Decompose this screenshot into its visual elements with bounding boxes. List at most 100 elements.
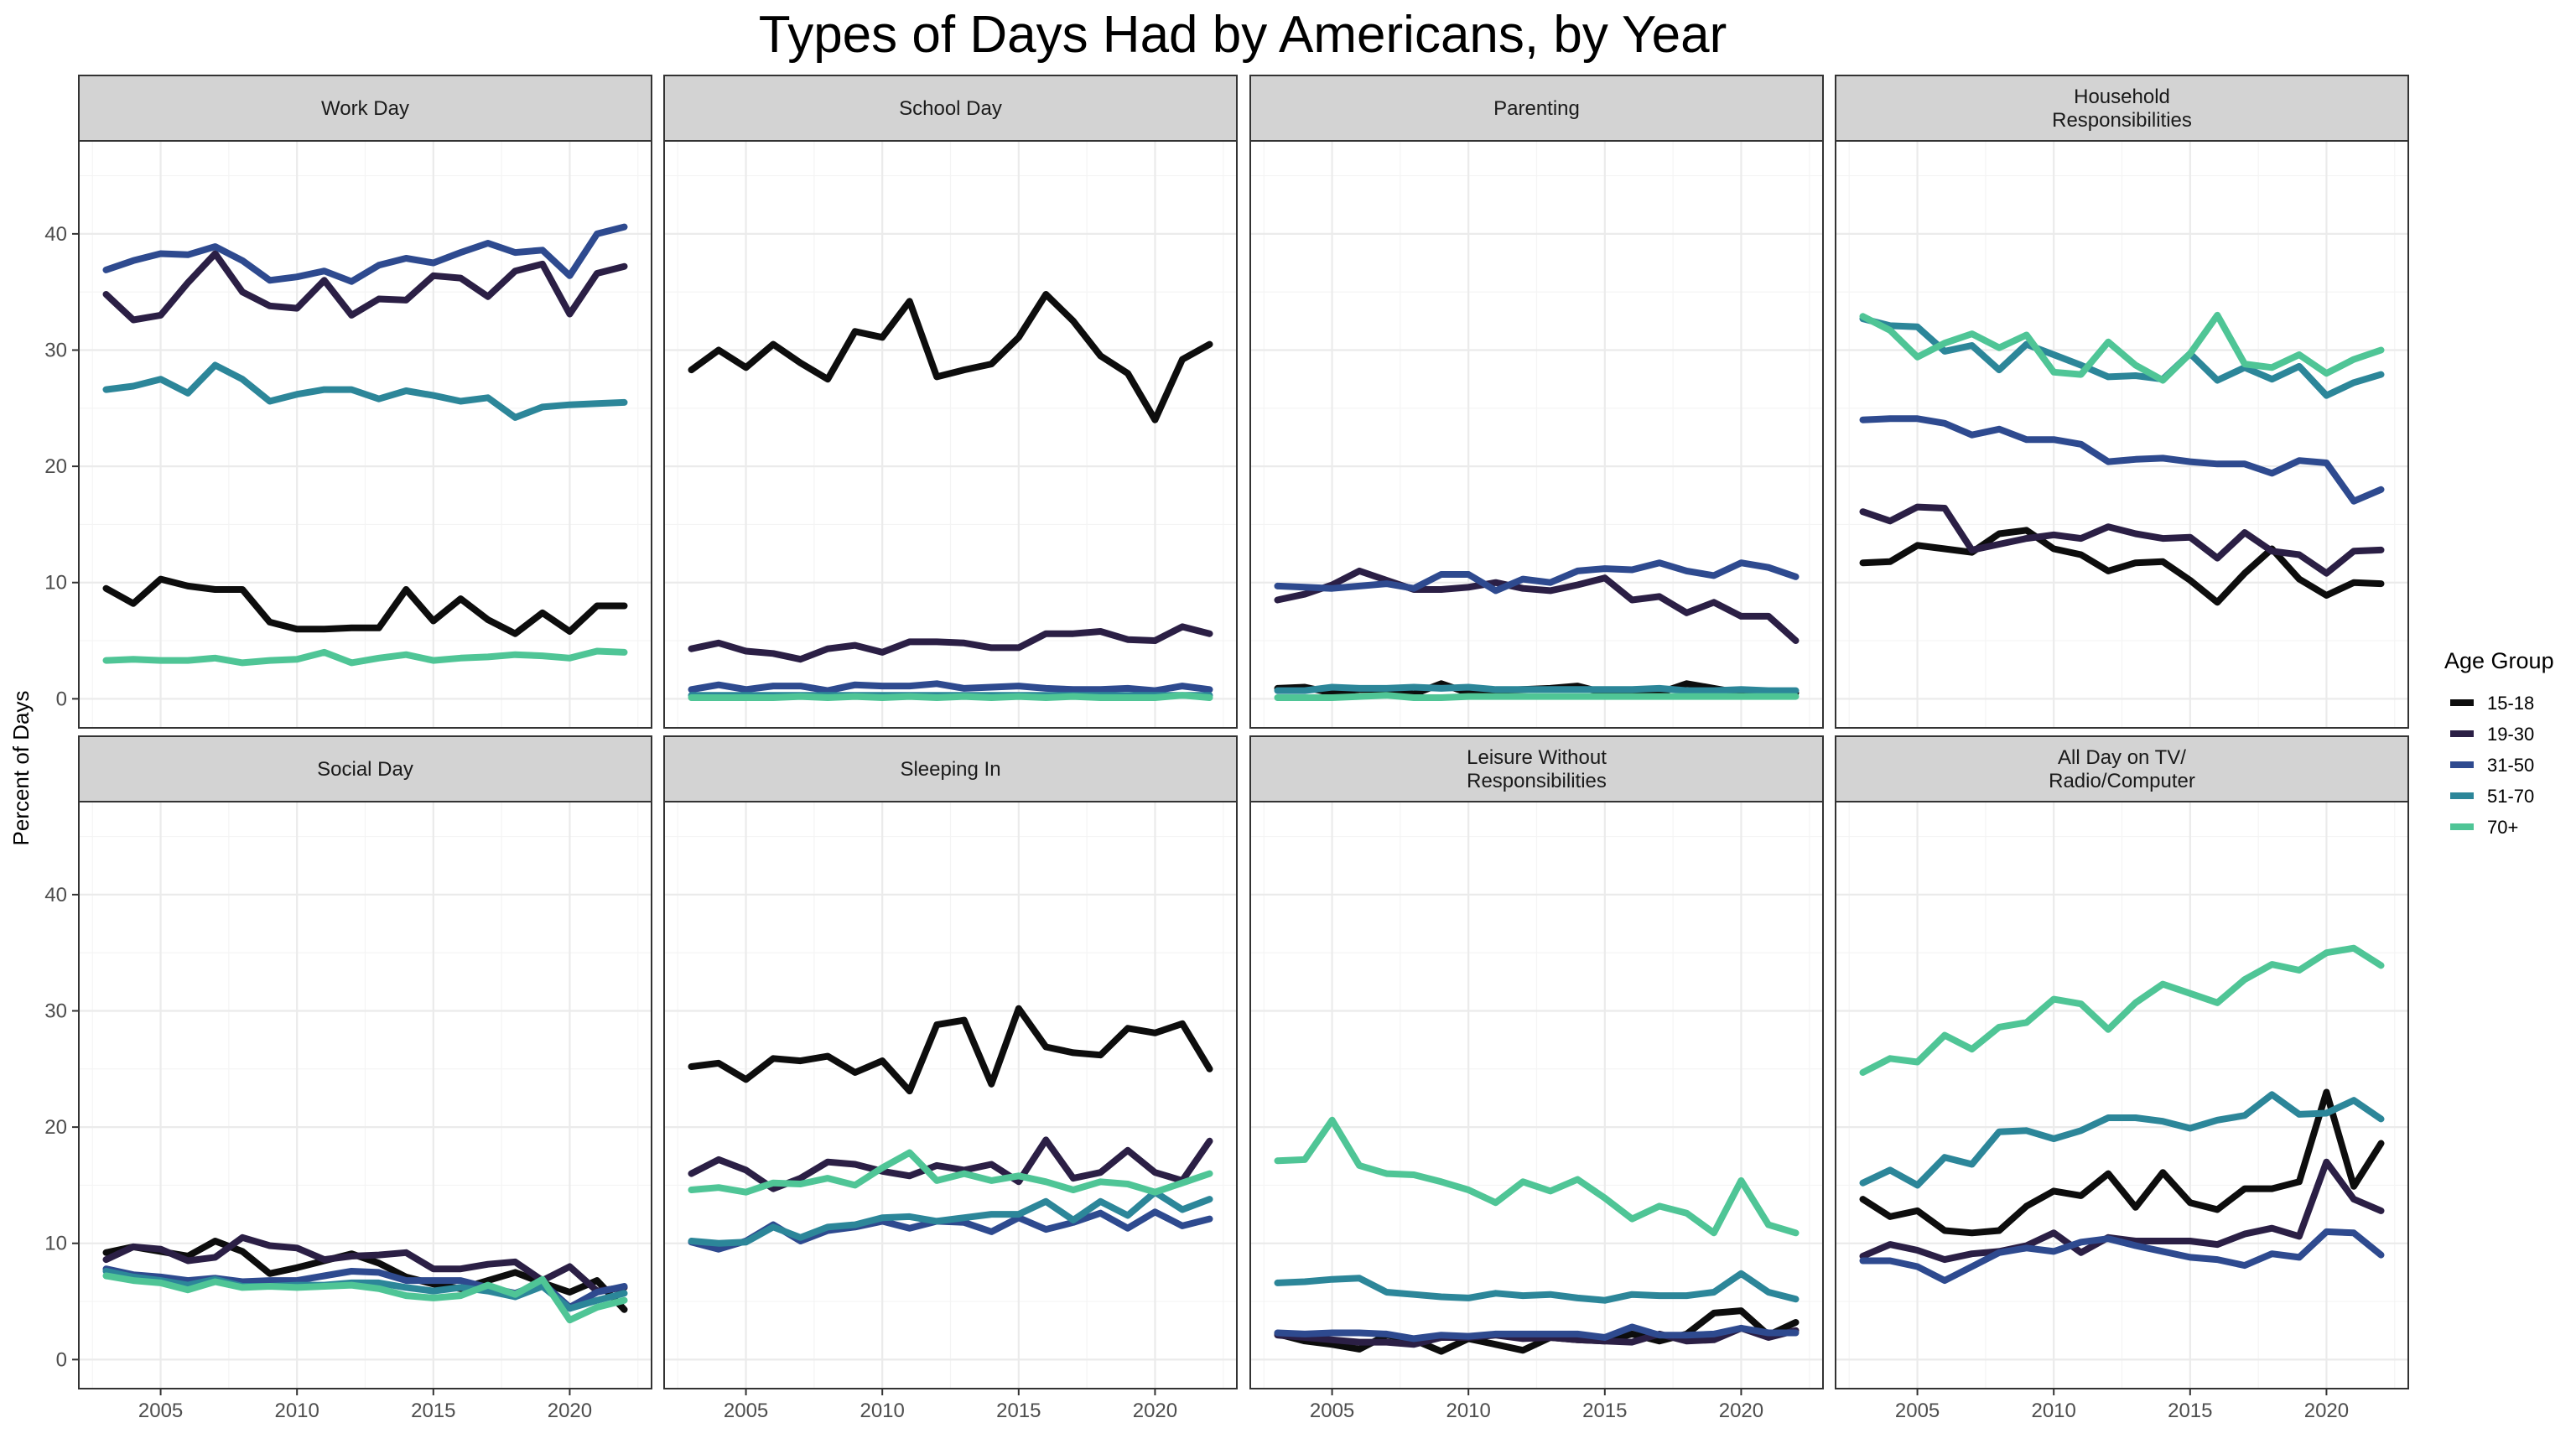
series-line-15-18 xyxy=(1274,1307,1800,1355)
panel-border xyxy=(1835,140,2409,729)
facet-panel: Household Responsibilities xyxy=(1835,75,2409,729)
facet-title: All Day on TV/Radio/Computer xyxy=(2049,746,2195,792)
series-line-70+ xyxy=(688,1149,1213,1196)
y-tick-label: 40 xyxy=(44,884,67,906)
panel-border xyxy=(663,801,1238,1389)
x-tick-label: 2015 xyxy=(1582,1400,1627,1422)
x-tick-label: 2010 xyxy=(274,1400,319,1422)
series-line-51-70 xyxy=(102,1268,628,1312)
x-tick-label: 2005 xyxy=(1310,1400,1354,1422)
facet-strip xyxy=(1835,75,2409,142)
facet-strip xyxy=(78,735,652,802)
legend-label: 31-50 xyxy=(2487,755,2534,776)
series-line-31-50 xyxy=(102,223,628,285)
facet-title: Work Day xyxy=(321,97,409,120)
facet-panels: Work Day 0 10 20 30 40 School Day Parenting Hous… xyxy=(44,75,2409,1422)
legend: Age Group 15-18 19-30 31-50 51-70 70+ xyxy=(2444,648,2554,838)
series-line-70+ xyxy=(102,1272,628,1324)
series-line-51-70 xyxy=(1859,315,2385,399)
series-line-70+ xyxy=(1274,1116,1800,1237)
series-line-51-70 xyxy=(1274,683,1800,694)
series-line-19-30 xyxy=(102,250,628,324)
facet-panel: Parenting xyxy=(1249,75,1824,729)
x-tick-label: 2020 xyxy=(1133,1400,1177,1422)
legend-title: Age Group xyxy=(2444,648,2554,673)
series-line-15-18 xyxy=(688,1005,1213,1095)
panel-border xyxy=(78,140,652,729)
facet-panel: Leisure Without Responsibilities 2005 2010 2… xyxy=(1249,735,1824,1422)
series-line-31-50 xyxy=(1274,559,1800,595)
facet-strip xyxy=(78,75,652,142)
series-line-19-30 xyxy=(1274,567,1800,644)
x-tick-label: 2015 xyxy=(996,1400,1041,1422)
series-line-31-50 xyxy=(1859,415,2385,505)
series-line-19-30 xyxy=(688,623,1213,663)
facet-title: Leisure Without Responsibilities xyxy=(1467,746,1607,792)
legend-label: 70+ xyxy=(2487,817,2518,838)
x-tick-label: 2020 xyxy=(1719,1400,1763,1422)
panel-border xyxy=(1249,140,1824,729)
panel-border xyxy=(78,801,652,1389)
facet-title: Household Responsibilities xyxy=(2052,86,2192,132)
series-line-70+ xyxy=(1274,692,1800,701)
facet-panel: Work Day 0 10 20 30 40 xyxy=(44,75,652,729)
facet-strip xyxy=(1249,75,1824,142)
series-line-19-30 xyxy=(102,1233,628,1295)
y-tick-label: 0 xyxy=(56,688,67,710)
facet-panel: All Day on TV/Radio/Computer 2005 2010 2015… xyxy=(1835,735,2409,1422)
panel-border xyxy=(1835,801,2409,1389)
facet-title: School Day xyxy=(899,97,1002,120)
y-tick-label: 10 xyxy=(44,572,67,595)
x-tick-label: 2010 xyxy=(1446,1400,1490,1422)
series-line-15-18 xyxy=(102,575,628,637)
facet-title: Sleeping In xyxy=(900,758,1000,781)
legend-label: 19-30 xyxy=(2487,724,2534,745)
series-line-51-70 xyxy=(1859,1091,2385,1189)
panel-border xyxy=(663,140,1238,729)
x-tick-label: 2005 xyxy=(138,1400,183,1422)
facet-strip xyxy=(663,735,1238,802)
y-tick-label: 30 xyxy=(44,340,67,362)
series-line-15-18 xyxy=(1859,527,2385,606)
x-tick-label: 2015 xyxy=(2168,1400,2212,1422)
facet-panel: Social Day 0 10 20 30 40 2005 2010 2015 2020 xyxy=(44,735,652,1422)
y-tick-label: 10 xyxy=(44,1233,67,1255)
y-axis-title: Percent of Days xyxy=(8,691,34,846)
x-tick-label: 2020 xyxy=(548,1400,592,1422)
x-tick-label: 2010 xyxy=(2031,1400,2075,1422)
facet-strip xyxy=(1249,735,1824,802)
panel-border xyxy=(1249,801,1824,1389)
y-tick-label: 30 xyxy=(44,1000,67,1023)
legend-label: 15-18 xyxy=(2487,693,2534,714)
series-line-31-50 xyxy=(688,680,1213,694)
y-tick-label: 40 xyxy=(44,223,67,246)
y-tick-label: 20 xyxy=(44,455,67,478)
facet-panel: School Day xyxy=(663,75,1238,729)
series-line-15-18 xyxy=(1859,1088,2385,1237)
series-line-31-50 xyxy=(1274,1323,1800,1343)
x-tick-label: 2020 xyxy=(2304,1400,2349,1422)
series-line-70+ xyxy=(1859,311,2385,384)
series-line-51-70 xyxy=(102,361,628,421)
series-line-31-50 xyxy=(1859,1228,2385,1285)
facet-panel: Sleeping In 2005 2010 2015 2020 xyxy=(663,735,1238,1422)
x-tick-label: 2015 xyxy=(411,1400,455,1422)
y-tick-label: 0 xyxy=(56,1348,67,1371)
facet-title: Social Day xyxy=(317,758,413,781)
series-line-15-18 xyxy=(688,291,1213,423)
facet-title: Parenting xyxy=(1493,97,1580,120)
series-line-70+ xyxy=(688,692,1213,701)
series-line-70+ xyxy=(102,647,628,667)
x-tick-label: 2010 xyxy=(860,1400,904,1422)
x-tick-label: 2005 xyxy=(1895,1400,1940,1422)
y-tick-label: 20 xyxy=(44,1116,67,1139)
facet-strip xyxy=(663,75,1238,142)
series-line-51-70 xyxy=(1274,1270,1800,1304)
series-line-70+ xyxy=(1859,944,2385,1076)
series-line-19-30 xyxy=(688,1136,1213,1192)
legend-label: 51-70 xyxy=(2487,786,2534,807)
series-line-19-30 xyxy=(1274,1324,1800,1348)
series-line-19-30 xyxy=(1859,503,2385,577)
chart-title: Types of Days Had by Americans, by Year xyxy=(759,6,1727,64)
